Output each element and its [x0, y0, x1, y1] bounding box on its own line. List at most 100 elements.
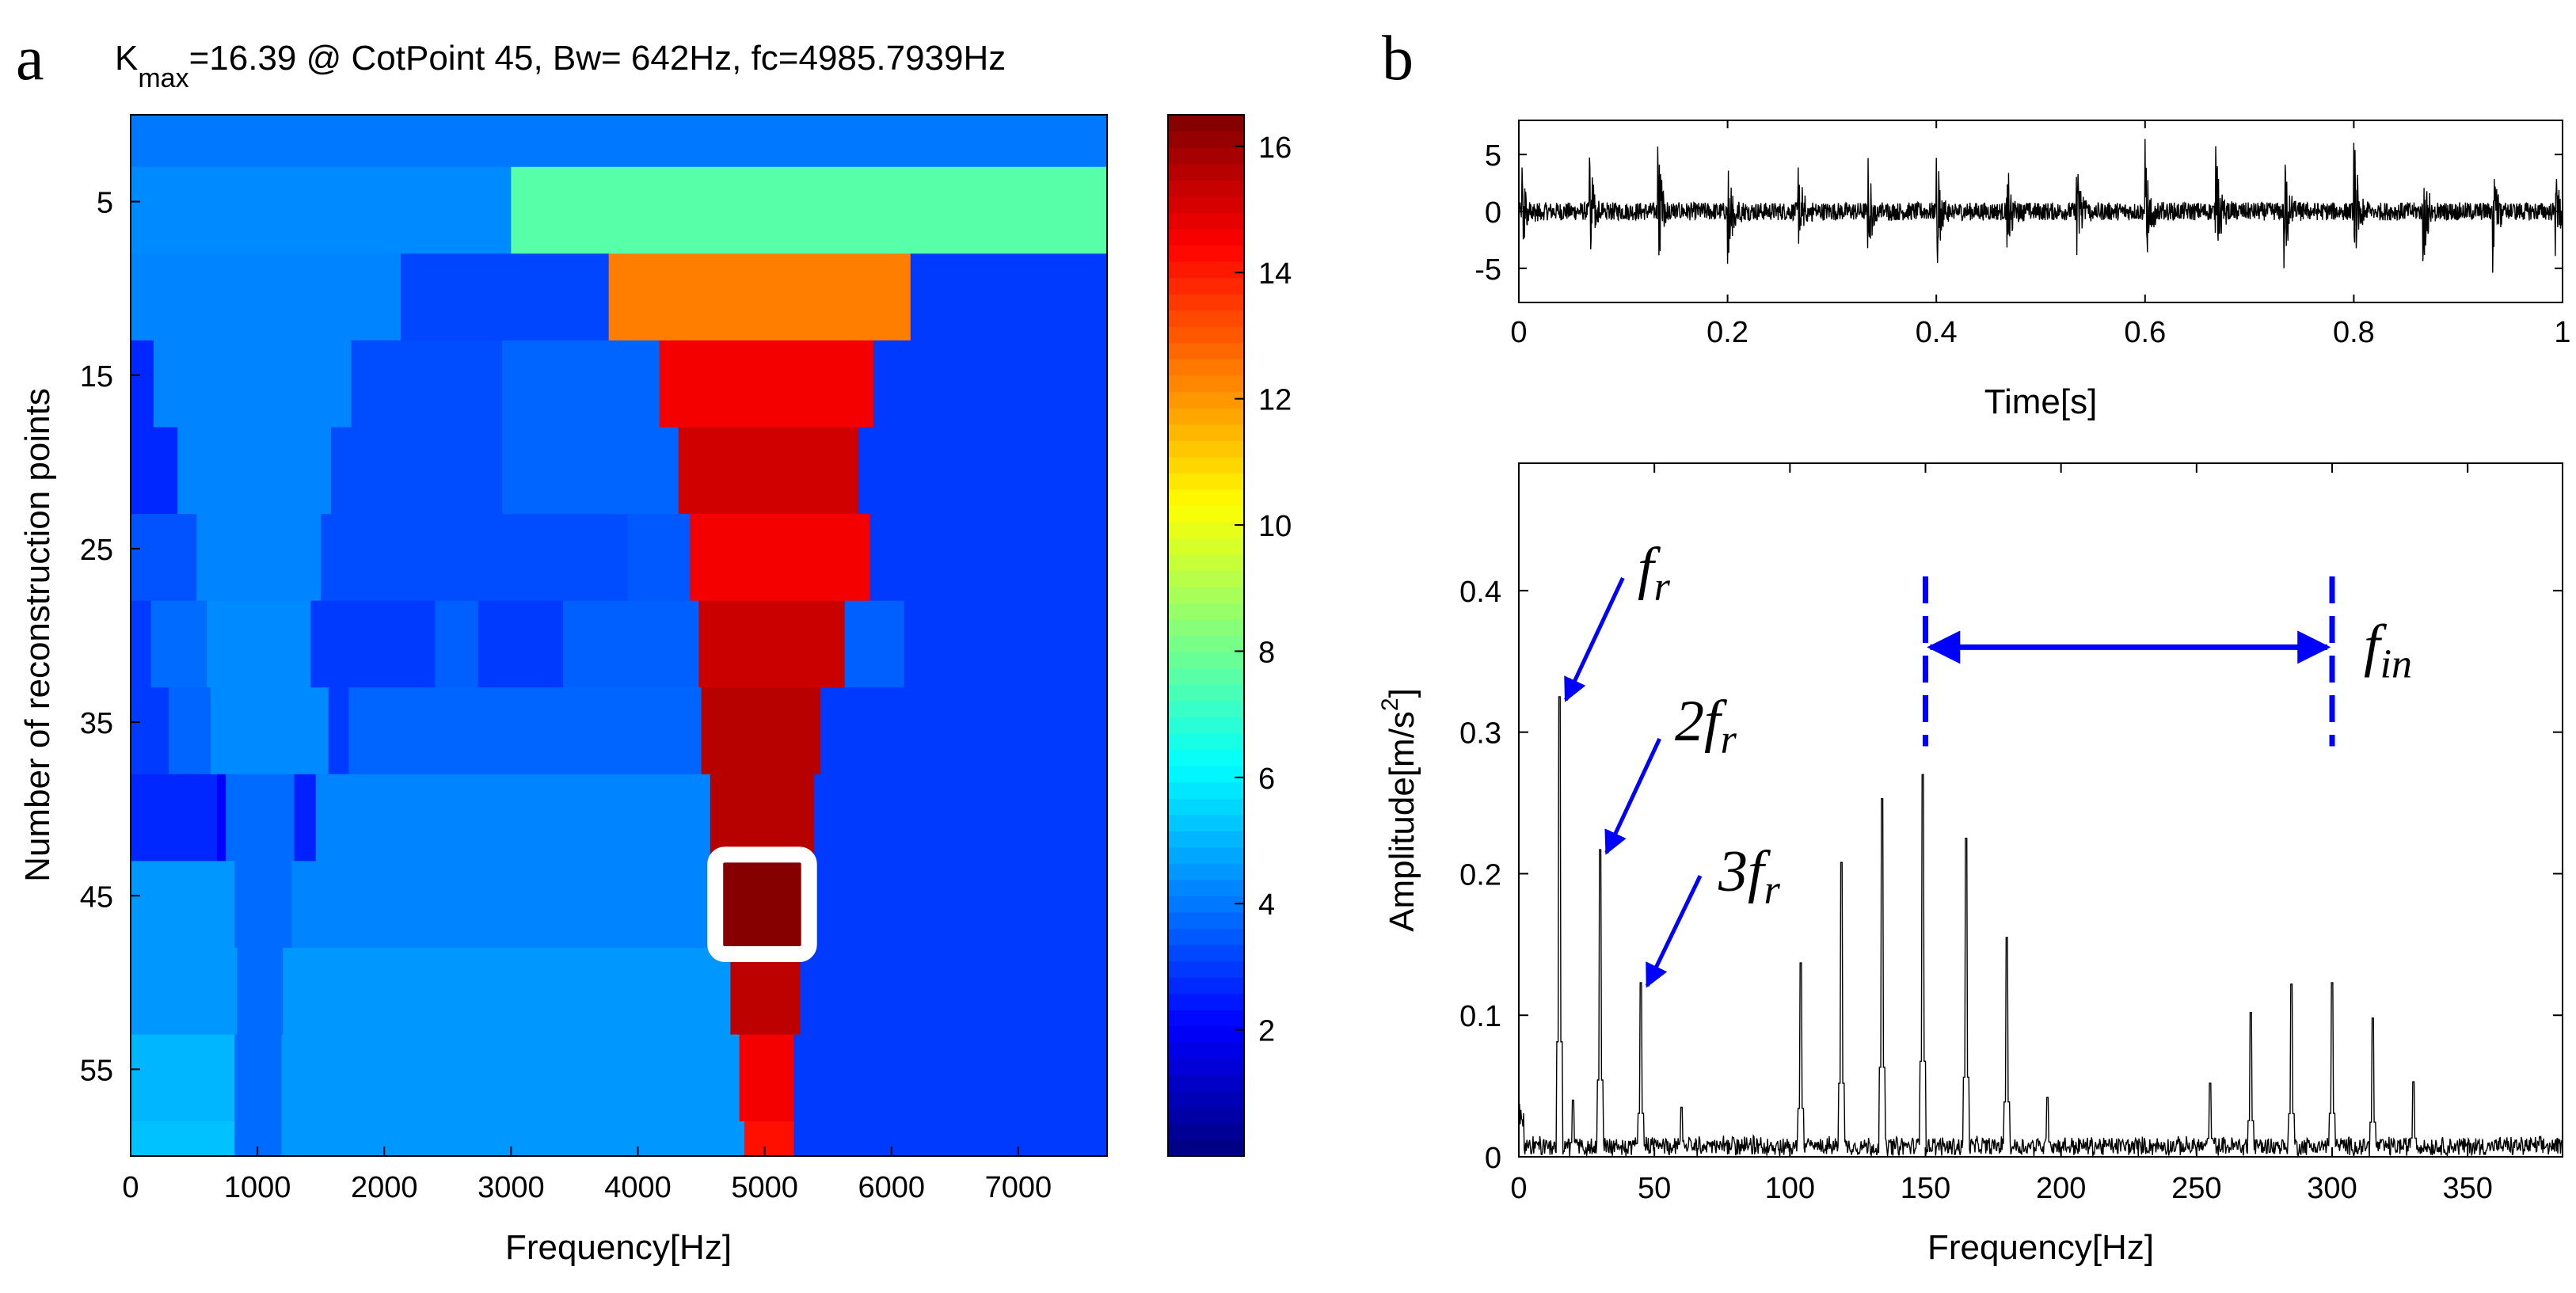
heat-cell-r7-s3: [328, 687, 350, 775]
annotation-sub: r: [1721, 717, 1737, 762]
heat-cell-r12-s1: [234, 1121, 283, 1157]
annotation-sub: r: [1654, 565, 1671, 610]
spectrum-ytick-label: 0: [1485, 1142, 1501, 1175]
heat-xtick-label: 6000: [858, 1171, 926, 1204]
heat-cell-r2-s0: [131, 253, 401, 341]
colorbar-step: [1168, 717, 1244, 734]
colorbar-tick-label: 4: [1258, 888, 1275, 922]
colorbar-step: [1168, 228, 1244, 246]
colorbar-step: [1168, 1010, 1244, 1027]
heat-cell-r6-s3: [310, 600, 436, 688]
heat-cell-r3-s1: [153, 340, 352, 428]
colorbar-step: [1168, 147, 1244, 165]
spectrum-y-label-base: Amplitude[m/s: [1383, 711, 1421, 932]
colorbar-step: [1168, 652, 1244, 669]
spectrum-xtick-label: 0: [1510, 1172, 1527, 1205]
colorbar-frame: [1167, 114, 1245, 1157]
kurtogram-x-ticks: 0 1000 2000 3000 4000 5000 6000 7000: [122, 1147, 1052, 1204]
kurtogram-y-ticks: 5 15 25 35 45 55: [80, 187, 140, 1087]
annotation-arrow-2fr: [1604, 738, 1661, 855]
colorbar-step: [1168, 1090, 1244, 1109]
colorbar-step: [1168, 1025, 1244, 1043]
colorbar-step: [1168, 115, 1244, 132]
colorbar-step: [1168, 863, 1244, 880]
colorbar-step: [1168, 797, 1244, 816]
annotation-arrow-3fr: [1645, 875, 1703, 988]
time-xtick-label: 0.8: [2333, 316, 2375, 349]
kurtogram-max-highlight: [707, 846, 817, 962]
heat-cell-r6-s9: [904, 600, 1108, 688]
heat-cell-r8-s0: [131, 774, 218, 862]
heat-cell-r5-s3: [627, 514, 691, 602]
colorbar-step: [1168, 896, 1244, 913]
heat-cell-r4-s0: [131, 427, 178, 515]
heat-cell-r4-s5: [858, 427, 1108, 515]
colorbar-step: [1168, 489, 1244, 506]
heat-cell-r8-s3: [294, 774, 317, 862]
heat-cell-r4-s4: [678, 427, 859, 515]
time-x-label: Time[s]: [1984, 382, 2098, 421]
heat-cell-r6-s5: [478, 600, 564, 688]
spectrum-line: [1518, 696, 2563, 1158]
colorbar-step: [1168, 667, 1244, 685]
colorbar-step: [1168, 277, 1244, 295]
colorbar-step: [1168, 814, 1244, 831]
colorbar-step: [1168, 375, 1244, 393]
colorbar-tick-label: 16: [1258, 131, 1292, 165]
time-signal-line: [1518, 139, 2563, 273]
spectrum-y-label-sup: 2: [1377, 698, 1403, 711]
spectrum-xtick-label: 200: [2036, 1172, 2086, 1205]
heat-cell-r11-s4: [793, 1034, 1108, 1122]
spectrum-xtick-label: 350: [2442, 1172, 2492, 1205]
annotation-prefix: 3: [1718, 839, 1748, 904]
kurtogram-frame: [130, 114, 1108, 1157]
colorbar-step: [1168, 732, 1244, 751]
time-ytick-label: -5: [1474, 253, 1501, 287]
heat-cell-r11-s3: [739, 1034, 795, 1122]
heat-xtick-label: 5000: [731, 1171, 798, 1204]
colorbar-step: [1168, 749, 1244, 766]
colorbar-step: [1168, 163, 1244, 181]
heat-cell-r5-s2: [321, 514, 629, 602]
heat-cell-r10-s3: [730, 948, 801, 1036]
panel-label-b: b: [1382, 24, 1414, 93]
colorbar-step: [1168, 993, 1244, 1010]
colorbar-tick-label: 10: [1258, 510, 1292, 543]
colorbar-step: [1168, 684, 1244, 702]
heat-xtick-label: 3000: [478, 1171, 545, 1204]
annotation-label-2fr: 2fr: [1675, 689, 1737, 762]
colorbar-tick-label: 8: [1258, 636, 1275, 669]
heat-cell-r6-s4: [435, 600, 479, 688]
heat-cell-r12-s3: [744, 1121, 795, 1157]
heat-cell-r5-s4: [690, 514, 871, 602]
colorbar-step: [1168, 359, 1244, 376]
heat-cell-r11-s2: [281, 1034, 740, 1122]
colorbar-step: [1168, 1123, 1244, 1141]
time-ytick-label: 5: [1485, 139, 1501, 173]
kurtogram-title-rest: =16.39 @ CotPoint 45, Bw= 642Hz, fc=4985…: [189, 39, 1006, 78]
colorbar-step: [1168, 1139, 1244, 1157]
colorbar-step: [1168, 505, 1244, 523]
heat-cell-r3-s4: [659, 340, 874, 428]
colorbar-step: [1168, 960, 1244, 978]
heat-cell-r3-s0: [131, 340, 154, 428]
colorbar-step: [1168, 1058, 1244, 1076]
colorbar-step: [1168, 700, 1244, 718]
time-xtick-label: 1: [2554, 316, 2570, 349]
colorbar-tick-label: 12: [1258, 384, 1292, 417]
time-xtick-label: 0.4: [1916, 316, 1958, 349]
heat-cell-r4-s1: [177, 427, 332, 515]
spectrum-ytick-label: 0.4: [1459, 576, 1501, 609]
heat-cell-r4-s2: [331, 427, 503, 515]
colorbar-step: [1168, 424, 1244, 441]
heat-cell-r7-s0: [131, 687, 169, 775]
heat-cell-r10-s0: [131, 948, 238, 1036]
time-xtick-label: 0.6: [2124, 316, 2166, 349]
colorbar-step: [1168, 618, 1244, 637]
colorbar-step: [1168, 1074, 1244, 1092]
heat-cell-r3-s2: [351, 340, 503, 428]
heat-cell-r4-s3: [502, 427, 679, 515]
colorbar-step: [1168, 586, 1244, 604]
heat-cell-r6-s1: [150, 600, 207, 688]
heat-cell-r2-s2: [608, 253, 911, 341]
